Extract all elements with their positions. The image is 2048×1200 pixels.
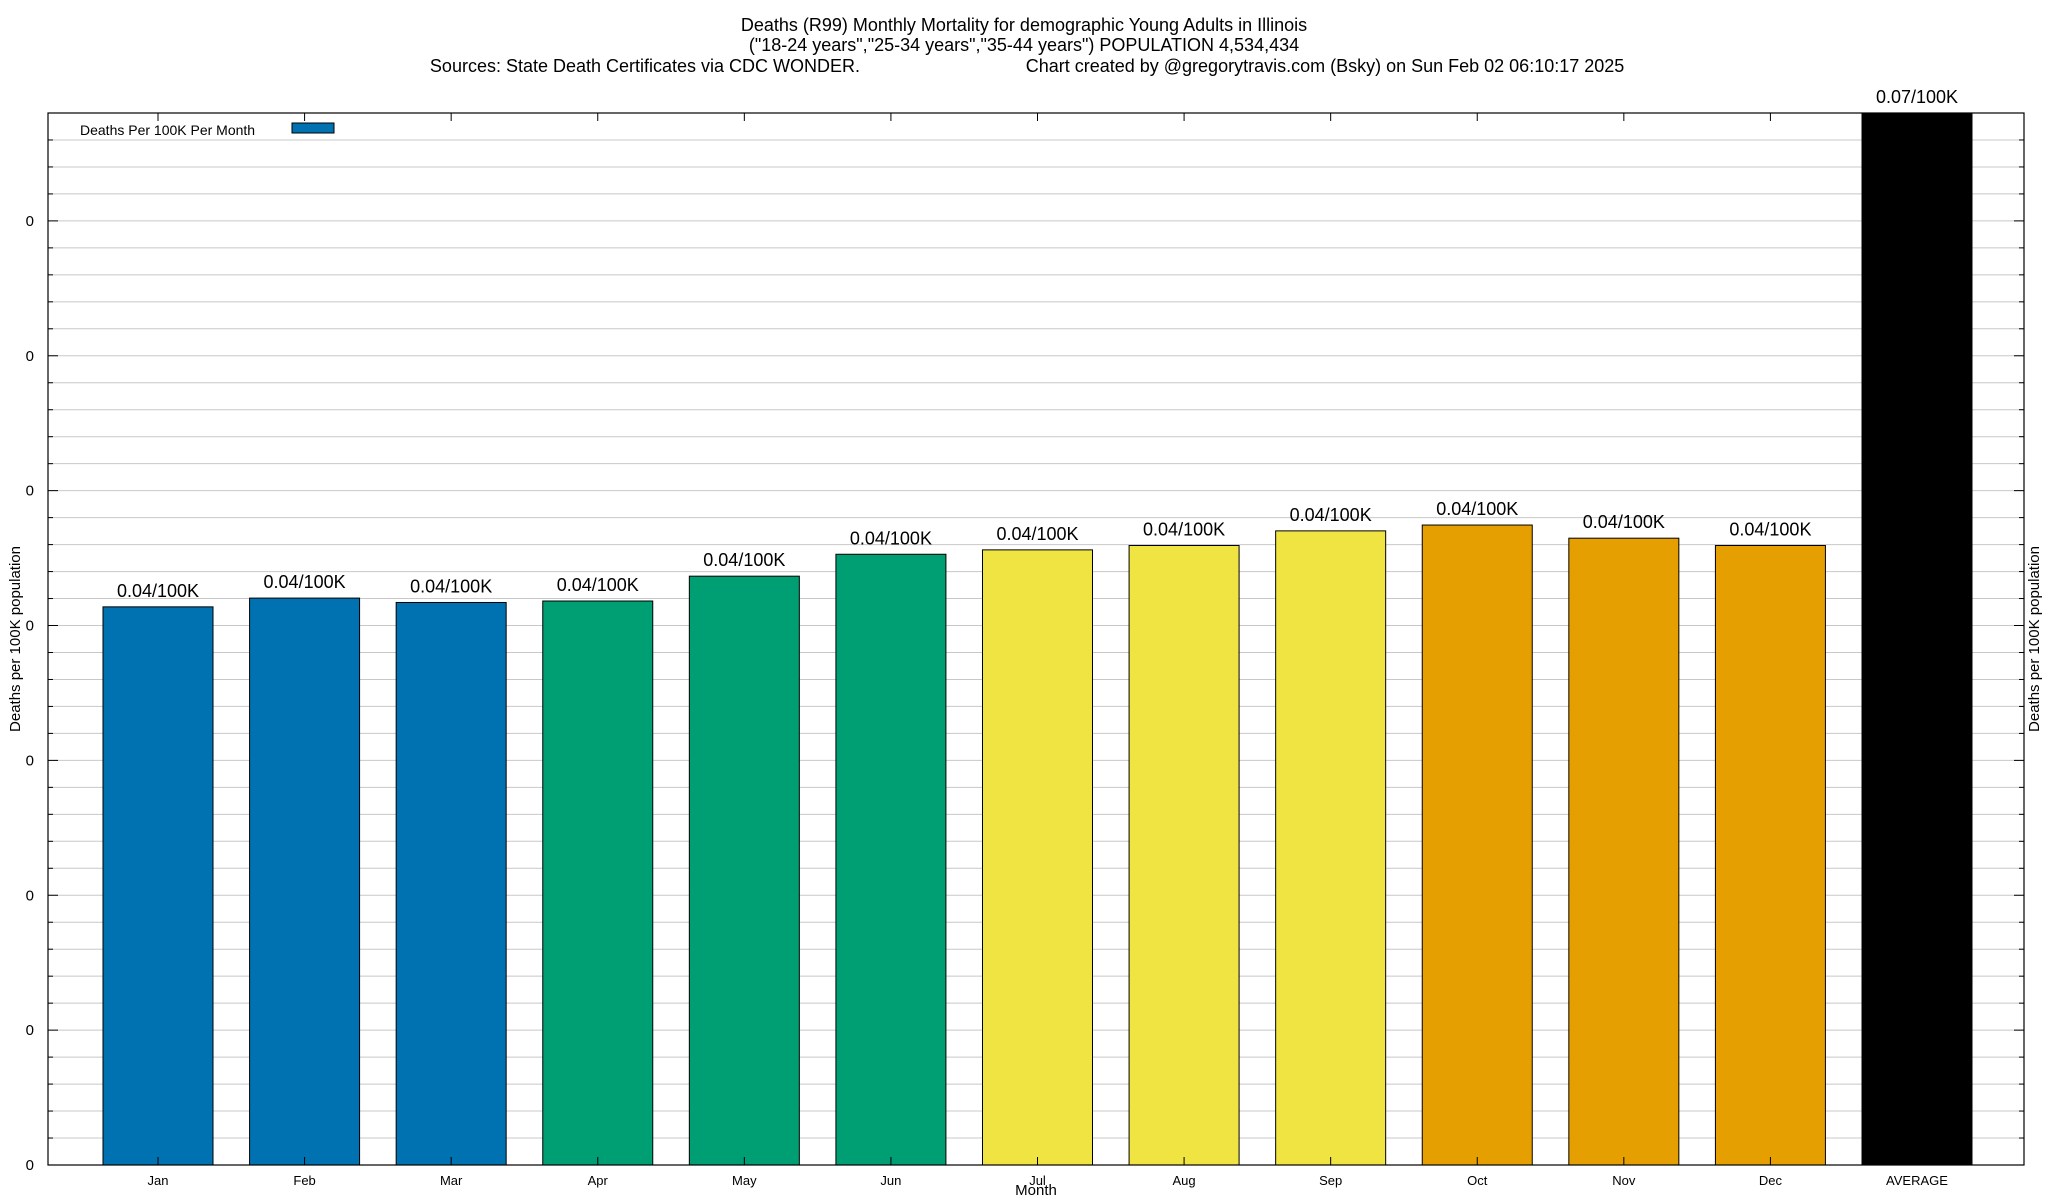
bar-apr [542, 600, 654, 1166]
chart-credit: Chart created by @gregorytravis.com (Bsk… [1026, 56, 1625, 76]
bar-value-label: 0.04/100K [117, 581, 199, 601]
bar-jun [835, 553, 947, 1166]
x-tick-label: May [732, 1173, 757, 1188]
bar-aug [1128, 544, 1240, 1166]
x-tick-label: Mar [440, 1173, 463, 1188]
legend: Deaths Per 100K Per Month [80, 122, 335, 138]
chart-sources: Sources: State Death Certificates via CD… [430, 56, 860, 76]
x-tick-label: Feb [293, 1173, 315, 1188]
chart-title-block: Deaths (R99) Monthly Mortality for demog… [430, 15, 1624, 76]
y-tick-label: 0 [26, 213, 34, 230]
x-tick-label: Jul [1029, 1173, 1046, 1188]
bars [102, 112, 1973, 1166]
bar-value-label: 0.04/100K [410, 576, 492, 596]
bar-nov [1568, 537, 1680, 1166]
y-tick-label: 0 [26, 1022, 34, 1039]
x-tick-label: Apr [588, 1173, 609, 1188]
legend-label: Deaths Per 100K Per Month [80, 122, 255, 138]
bar-feb [249, 597, 361, 1166]
bar-mar [395, 601, 507, 1166]
x-tick-label: Dec [1759, 1173, 1783, 1188]
bar-jul [982, 549, 1093, 1166]
bar-value-label: 0.04/100K [1143, 519, 1225, 539]
bar-value-label: 0.04/100K [1290, 505, 1372, 525]
x-tick-label: Sep [1319, 1173, 1342, 1188]
plot-frame [47, 112, 2025, 1166]
y-axis-title-right: Deaths per 100K population [2026, 546, 2043, 732]
x-tick-label: Jun [880, 1173, 901, 1188]
legend-swatch [291, 122, 335, 134]
bar-value-label: 0.04/100K [703, 550, 785, 570]
x-axis-ticks: Jan Feb Mar Apr May Jun Jul Aug Sep Oct Nov Dec AVER… [148, 113, 1948, 1188]
x-tick-label: Oct [1467, 1173, 1488, 1188]
y-tick-label: 0 [26, 483, 34, 500]
bar-value-labels: 0.04/100K 0.04/100K 0.04/100K 0.04/100K 0.04… [117, 87, 1958, 601]
bar-value-label: 0.04/100K [1583, 512, 1665, 532]
bar-value-label: 0.04/100K [264, 572, 346, 592]
chart-subtitle: ("18-24 years","25-34 years","35-44 year… [749, 35, 1299, 55]
bar-jan [102, 606, 214, 1166]
bar-may [688, 575, 800, 1166]
x-axis-title-visible: Month [1015, 1182, 1057, 1199]
x-tick-label: AVERAGE [1886, 1173, 1948, 1188]
y-tick-label: 0 [26, 618, 34, 635]
y-tick-label: 0 [26, 752, 34, 769]
y-tick-label: 0 [26, 1157, 34, 1174]
bar-sep [1275, 530, 1387, 1166]
x-tick-label: Jan [148, 1173, 169, 1188]
y-tick-label: 0 [26, 348, 34, 365]
y-axis-ticks: 0 0 0 0 0 0 0 0 [26, 112, 2024, 1174]
bar-dec [1714, 544, 1826, 1166]
bar-value-label: 0.04/100K [1436, 499, 1518, 519]
bar-value-label: 0.04/100K [996, 524, 1078, 544]
bar-value-label: 0.04/100K [1729, 519, 1811, 539]
bar-value-label: 0.04/100K [557, 575, 639, 595]
x-tick-label: Aug [1173, 1173, 1196, 1188]
bar-value-label: 0.04/100K [850, 528, 932, 548]
bar-average [1861, 112, 1973, 1166]
bar-value-label: 0.07/100K [1876, 87, 1958, 107]
bar-oct [1421, 524, 1533, 1166]
y-axis-title-left: Deaths per 100K population [7, 546, 24, 732]
y-tick-label: 0 [26, 887, 34, 904]
chart-title: Deaths (R99) Monthly Mortality for demog… [741, 15, 1307, 35]
x-tick-label: Nov [1612, 1173, 1636, 1188]
